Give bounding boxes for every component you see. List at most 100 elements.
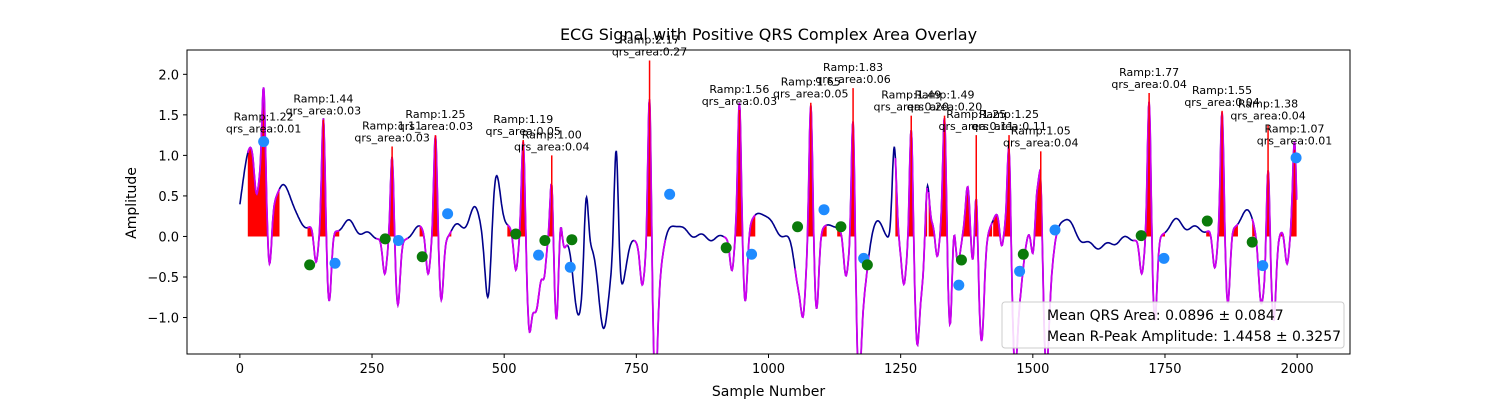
legend-entry-r-peak-amplitude: Mean R-Peak Amplitude: 1.4458 ± 0.3257 [1047,329,1341,345]
q-point-marker [1257,260,1269,272]
y-tick-label: 1.5 [158,109,179,124]
s-point-marker [379,233,391,245]
q-point-marker [1049,224,1061,236]
r-peak-qrs-area-label: qrs_area:0.04 [1111,78,1186,91]
r-peak-ramp-label: Ramp:1.83 [823,61,883,74]
s-point-marker [566,234,578,246]
s-point-marker [416,251,428,263]
r-peak-ramp-label: Ramp:1.77 [1119,66,1179,79]
s-point-marker [304,259,316,271]
r-peak-qrs-area-label: qrs_area:0.04 [514,140,589,153]
qrs-segment-line [1277,141,1298,266]
r-peak-qrs-area-label: qrs_area:0.05 [485,125,560,138]
r-peak-ramp-label: Ramp:1.49 [915,89,975,102]
r-peak-ramp-label: Ramp:1.49 [881,89,941,102]
s-point-marker [861,259,873,271]
r-peak-qrs-area-label: qrs_area:0.20 [907,101,982,114]
q-point-marker [746,248,758,260]
r-peak-ramp-label: Ramp:1.07 [1264,123,1324,136]
y-axis-ticks: −1.0 −0.5 0.0 0.5 1.0 1.5 2.0 [147,68,187,327]
r-peak-ramp-label: Ramp:1.65 [781,76,841,89]
r-peak-qrs-area-label: qrs_area:0.04 [1184,96,1259,109]
r-peak-ramp-label: Ramp:1.38 [1238,98,1298,111]
x-tick-label: 0 [236,362,244,377]
s-point-marker [1201,215,1213,227]
x-tick-label: 500 [492,362,517,377]
y-tick-label: 0.5 [158,190,179,205]
r-peak-ramp-label: Ramp:1.55 [1192,84,1252,97]
s-point-marker [1135,230,1147,242]
s-point-marker [792,221,804,233]
q-point-marker [564,261,576,273]
s-point-marker [720,242,732,254]
r-peak-qrs-area-label: qrs_area:0.06 [815,73,890,86]
x-tick-label: 1750 [1148,362,1181,377]
r-peak-ramp-label: Ramp:1.00 [522,128,582,141]
r-peak-qrs-area-label: qrs_area:0.01 [226,123,301,136]
r-peak-ramp-label: Ramp:1.22 [234,111,294,124]
chart-title: ECG Signal with Positive QRS Complex Are… [560,25,977,44]
r-peak-qrs-area-label: qrs_area:0.05 [773,88,848,101]
legend-box [1001,301,1345,349]
q-point-marker [1290,152,1302,164]
qrs-segment-line [307,118,340,302]
r-peak-ramp-label: Ramp:1.25 [405,108,465,121]
x-tick-label: 1250 [884,362,917,377]
y-tick-label: −1.0 [147,312,179,327]
r-peak-ramp-label: Ramp:1.05 [1011,124,1071,137]
s-point-marker [955,254,967,266]
r-peak-ramp-label: Ramp:1.25 [979,108,1039,121]
s-point-marker [1017,248,1029,260]
y-tick-label: 2.0 [158,68,179,83]
x-tick-label: 2000 [1281,362,1314,377]
r-peak-qrs-area-label: qrs_area:0.04 [1003,136,1078,149]
r-peak-qrs-area-label: qrs_area:0.11 [971,120,1046,133]
r-peak-qrs-area-label: qrs_area:0.01 [1257,135,1332,148]
r-peak-qrs-area-label: qrs_area:0.03 [354,131,429,144]
q-point-marker [1014,265,1026,277]
r-peak-qrs-area-label: qrs_area:0.20 [873,101,948,114]
r-peak-ramp-label: Ramp:1.11 [362,119,422,132]
qrs-segment-line [246,87,281,267]
x-tick-label: 1000 [752,362,785,377]
s-point-marker [835,221,847,233]
legend: Mean QRS Area: 0.0896 ± 0.0847 Mean R-Pe… [1001,301,1345,349]
r-peak-qrs-area-label: qrs_area:0.03 [398,120,473,133]
q-point-marker [953,279,965,291]
q-point-marker [392,235,404,247]
ecg-signal-line [239,87,1298,354]
peak-annotations: Ramp:1.22qrs_area:0.01Ramp:1.44qrs_area:… [226,34,1332,154]
s-point-marker [539,235,551,247]
x-tick-label: 1500 [1016,362,1049,377]
r-peak-ramp-label: Ramp:1.19 [493,113,553,126]
q-point-marker [1158,252,1170,264]
r-peak-qrs-area-label: qrs_area:0.03 [286,105,361,118]
q-point-marker [329,257,341,269]
q-point-marker [442,208,454,220]
r-peak-qrs-area-label: qrs_area:0.11 [939,120,1014,133]
y-axis-label: Amplitude [124,167,140,239]
s-point-marker [510,228,522,240]
y-tick-label: −0.5 [147,271,179,286]
plot-area [239,60,1302,354]
q-point-marker [664,188,676,200]
s-point-marker [1246,236,1258,248]
r-peak-ramp-label: Ramp:1.56 [709,83,769,96]
y-tick-label: 1.0 [158,149,179,164]
y-tick-label: 0.0 [158,230,179,245]
x-axis-ticks: 0 250 500 750 1000 1250 1500 1750 2000 [236,354,1314,377]
r-peak-qrs-area-label: qrs_area:0.03 [702,95,777,108]
x-axis-label: Sample Number [712,384,825,400]
q-point-marker [818,204,830,216]
x-tick-label: 250 [360,362,385,377]
r-peak-qrs-area-label: qrs_area:0.04 [1230,110,1305,123]
r-peak-ramp-label: Ramp:1.44 [293,93,353,106]
q-point-marker [258,136,270,148]
legend-entry-qrs-area: Mean QRS Area: 0.0896 ± 0.0847 [1047,308,1284,324]
r-peak-ramp-label: Ramp:1.25 [946,108,1006,121]
r-peak-ramp-label: Ramp:2.17 [620,34,680,47]
plot-content [239,60,1302,354]
q-point-marker [533,249,545,261]
x-tick-label: 750 [624,362,649,377]
